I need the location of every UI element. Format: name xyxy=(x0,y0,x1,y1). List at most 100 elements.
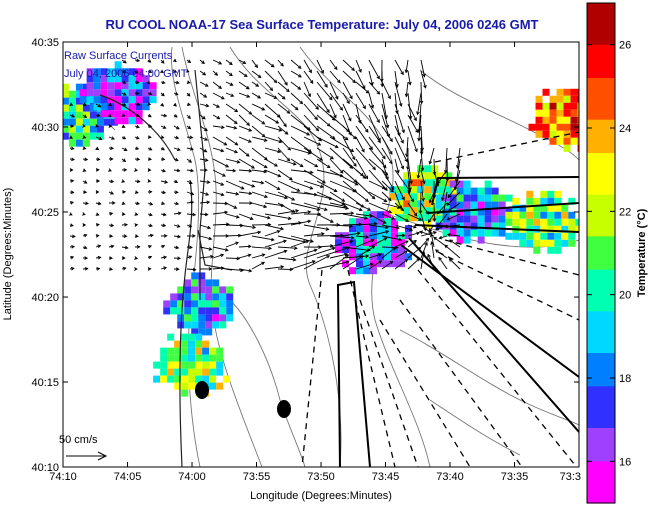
current-vector xyxy=(447,234,461,237)
sst-cell xyxy=(470,215,478,223)
current-vector-head xyxy=(404,250,408,254)
sst-cell xyxy=(181,354,189,362)
sst-cell xyxy=(86,96,94,104)
colorbar-segment xyxy=(587,303,615,312)
current-vector-head xyxy=(381,185,386,190)
current-vector-head xyxy=(110,179,115,184)
current-vector-head xyxy=(383,237,388,241)
current-vector-head xyxy=(309,80,314,84)
current-vector-head xyxy=(295,209,300,213)
current-vector-head xyxy=(122,92,127,96)
colorbar-segment xyxy=(587,119,615,129)
current-vector-head xyxy=(404,93,409,98)
current-vector xyxy=(342,136,356,160)
sst-cell xyxy=(198,314,206,322)
current-vector xyxy=(316,81,333,100)
current-vector-head xyxy=(162,212,167,217)
current-vector-head xyxy=(71,244,76,249)
current-vector xyxy=(173,224,180,228)
sst-cell xyxy=(128,68,136,76)
current-vector xyxy=(456,147,461,169)
current-vector-head xyxy=(389,138,393,143)
sst-cell xyxy=(107,68,115,76)
sst-cell xyxy=(342,260,350,268)
current-vector xyxy=(212,223,229,226)
current-vector xyxy=(407,158,412,184)
velocity-scale-arrow xyxy=(66,451,108,461)
current-vector xyxy=(225,191,239,195)
current-vector-head xyxy=(233,205,238,209)
current-vector-head xyxy=(417,137,421,142)
sst-cell xyxy=(417,179,425,187)
current-vector-head xyxy=(161,244,166,249)
current-vector-head xyxy=(369,146,373,151)
sst-cell xyxy=(135,75,143,83)
current-vector-head xyxy=(161,201,166,206)
current-vector-head xyxy=(297,65,302,69)
current-vector-head xyxy=(185,69,190,73)
current-vector xyxy=(355,158,368,179)
current-vector-head xyxy=(291,209,296,213)
current-vector-head xyxy=(108,124,113,128)
sst-cell xyxy=(181,389,189,397)
current-vector-head xyxy=(401,129,405,134)
current-vector xyxy=(290,59,302,69)
sst-cell xyxy=(68,139,76,147)
current-vector-head xyxy=(333,66,338,71)
sst-cell xyxy=(55,98,62,105)
sst-cell xyxy=(577,144,579,152)
colorbar-segment xyxy=(587,19,615,29)
current-vector-head xyxy=(252,225,257,230)
current-vector-head xyxy=(203,94,208,98)
sst-cell xyxy=(449,194,457,202)
current-vector-head xyxy=(349,239,354,244)
colorbar-segment xyxy=(587,261,615,271)
sst-cell xyxy=(435,215,443,223)
sst-cell xyxy=(491,222,499,230)
current-vector-head xyxy=(97,201,102,206)
sst-cell xyxy=(370,246,378,254)
sst-cell xyxy=(121,82,129,90)
current-vector-head xyxy=(220,182,225,186)
sst-cell xyxy=(48,112,55,119)
current-vector-head xyxy=(340,233,344,238)
current-vector-head xyxy=(111,136,116,140)
current-vector-head xyxy=(331,246,336,251)
sst-cell xyxy=(188,347,196,355)
current-vector xyxy=(212,136,227,146)
colorbar-segment xyxy=(587,194,615,204)
sst-cell xyxy=(356,246,364,254)
sst-cell xyxy=(577,88,579,96)
sst-cell xyxy=(442,229,450,237)
sst-cell xyxy=(370,232,378,240)
current-vector xyxy=(394,114,400,136)
current-vector xyxy=(394,224,413,231)
current-vector-head xyxy=(416,111,420,116)
colorbar-segment xyxy=(587,153,615,162)
sst-cell xyxy=(512,197,520,205)
current-vector-head xyxy=(233,120,238,125)
current-vector-head xyxy=(405,218,410,222)
current-vector xyxy=(225,242,239,248)
current-vector xyxy=(264,114,279,124)
current-vector-head xyxy=(398,237,403,242)
current-vector-head xyxy=(309,186,314,190)
current-vector-head xyxy=(286,157,291,162)
sst-cell xyxy=(226,300,234,308)
sst-cell xyxy=(438,186,446,194)
current-vector-head xyxy=(330,155,334,160)
current-vector-head xyxy=(261,253,266,257)
current-vector xyxy=(303,70,314,84)
current-vector-head xyxy=(174,91,179,96)
colorbar-segment xyxy=(587,128,615,137)
current-vector xyxy=(407,258,420,270)
current-vector-head xyxy=(286,110,291,114)
current-vector xyxy=(173,125,180,130)
current-vector-head xyxy=(220,192,225,197)
current-vector-head xyxy=(95,168,100,172)
sst-cell xyxy=(526,218,534,226)
current-vector-head xyxy=(248,191,253,196)
current-vector xyxy=(394,259,408,270)
current-vector-head xyxy=(371,195,376,200)
current-vector-head xyxy=(248,128,253,132)
